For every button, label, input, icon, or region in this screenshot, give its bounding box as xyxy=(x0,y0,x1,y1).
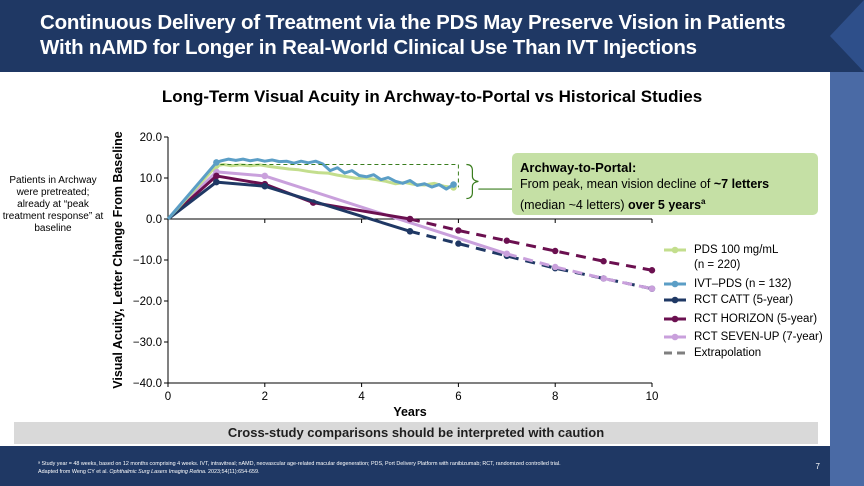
extrapolation-point-sevenup xyxy=(600,275,607,282)
callout-body: From peak, mean vision decline of ~7 let… xyxy=(520,176,816,214)
y-tick-label: 10.0 xyxy=(140,173,162,185)
y-tick-label: 20.0 xyxy=(140,132,162,144)
y-tick-label: 0.0 xyxy=(146,214,162,226)
extrapolation-point-sevenup xyxy=(552,263,559,271)
x-tick-label: 10 xyxy=(646,391,659,403)
footnote: ᵃ Study year = 48 weeks, based on 12 mon… xyxy=(38,460,798,476)
callout-text: (median ~4 letters) xyxy=(520,198,629,213)
series-point-sevenup xyxy=(503,250,511,258)
x-tick-label: 8 xyxy=(552,391,558,403)
y-tick-label: −10.0 xyxy=(133,255,162,267)
y-tick-label: −20.0 xyxy=(133,296,162,308)
series-point-catt xyxy=(261,182,269,190)
caution-bar xyxy=(14,422,818,444)
footnote-line-2: Adapted from Weng CY et al. Ophthalmic S… xyxy=(38,468,798,476)
legend-marker-horizon xyxy=(671,315,679,323)
callout-emphasis: ~7 letters xyxy=(713,177,770,191)
y-tick-label: −40.0 xyxy=(133,378,162,390)
series-point-sevenup xyxy=(261,172,269,180)
callout-line-1: From peak, mean vision decline of ~7 let… xyxy=(520,176,816,193)
footnote-citation: Adapted from Weng CY et al. xyxy=(38,469,110,475)
series-point-horizon xyxy=(213,172,220,180)
footnote-journal: Ophthalmic Surg Lasers Imaging Retina. xyxy=(109,469,207,475)
extrapolation-point-horizon xyxy=(503,237,510,244)
series-point-catt xyxy=(406,228,414,235)
y-tick-label: −30.0 xyxy=(133,337,162,349)
extrapolation-point-horizon xyxy=(648,267,656,274)
decline-bracket xyxy=(466,163,479,200)
callout-box xyxy=(512,153,818,215)
right-accent-strip xyxy=(830,72,864,486)
caution-text: Cross-study comparisons should be interp… xyxy=(227,425,605,440)
chart-title: Long-Term Visual Acuity in Archway-to-Po… xyxy=(161,87,703,106)
series-line-pds xyxy=(166,162,454,221)
callout-title: Archway-to-Portal: xyxy=(520,160,637,175)
x-tick-label: 4 xyxy=(358,391,365,403)
x-tick-label: 2 xyxy=(262,391,268,403)
extrapolation-line-horizon xyxy=(409,217,653,272)
footnote-line-1: ᵃ Study year = 48 weeks, based on 12 mon… xyxy=(38,461,561,467)
x-tick-label: 6 xyxy=(455,391,461,403)
legend-label-ivt_pds: IVT–PDS (n = 132) xyxy=(694,278,792,290)
x-tick-label: 0 xyxy=(165,391,171,403)
series-point-ivt_pds xyxy=(213,159,220,166)
legend-marker-catt xyxy=(671,296,679,304)
legend-label-catt: RCT CATT (5-year) xyxy=(694,294,794,306)
legend-label-pds-line2: (n = 220) xyxy=(694,259,741,271)
extrapolation-point-horizon xyxy=(552,247,559,255)
series-line-catt xyxy=(167,180,411,233)
series-point-horizon xyxy=(406,215,414,223)
callout-text: From peak, mean vision decline of xyxy=(520,177,714,191)
legend-label-horizon: RCT HORIZON (5-year) xyxy=(694,313,818,325)
footer-bar xyxy=(0,446,830,486)
title-bar-arrow xyxy=(830,0,864,72)
series-line-ivt_pds xyxy=(166,157,455,220)
y-axis-label: Visual Acuity, Letter Change From Baseli… xyxy=(111,131,125,389)
legend-marker-sevenup xyxy=(671,333,679,341)
series-point-ivt_pds xyxy=(450,181,457,188)
callout-superscript: a xyxy=(701,197,706,206)
extrapolation-point-sevenup xyxy=(648,285,656,292)
x-axis-label: Years xyxy=(393,405,426,419)
legend-marker-pds xyxy=(671,246,679,254)
side-note: Patients in Archway were pretreated; alr… xyxy=(2,175,104,234)
slide-title: Continuous Delivery of Treatment via the… xyxy=(40,11,786,59)
legend-label-sevenup: RCT SEVEN-UP (7-year) xyxy=(694,331,823,343)
callout-line-2: (median ~4 letters) over 5 yearsa xyxy=(520,193,816,214)
callout-emphasis: over 5 years xyxy=(628,198,702,213)
legend-label-pds: PDS 100 mg/mL xyxy=(694,244,779,256)
legend-marker-ivt_pds xyxy=(671,280,679,288)
legend-label-extrapolation: Extrapolation xyxy=(694,347,762,359)
extrapolation-point-horizon xyxy=(455,227,462,234)
extrapolation-point-horizon xyxy=(600,258,607,265)
page-number: 7 xyxy=(815,462,820,471)
extrapolation-line-sevenup xyxy=(506,252,653,291)
footnote-citation-details: 2023;54(11):654-659. xyxy=(206,469,260,475)
series-point-catt xyxy=(213,178,220,186)
extrapolation-point-catt xyxy=(455,240,462,247)
title-bar xyxy=(0,0,864,72)
